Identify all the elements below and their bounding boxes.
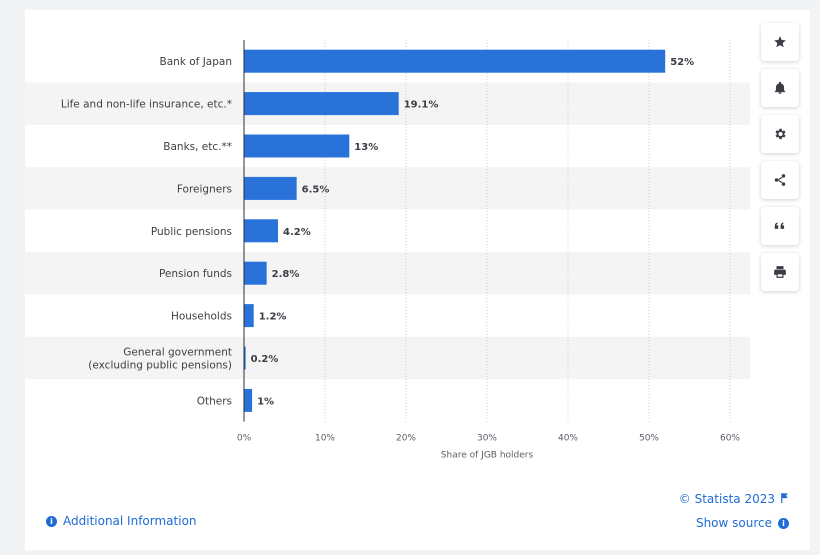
category-label: Foreigners — [177, 183, 232, 195]
x-axis-title: Share of JGB holders — [441, 451, 534, 461]
x-tick-label: 10% — [315, 434, 335, 444]
print-button[interactable] — [761, 253, 799, 291]
quote-icon — [774, 222, 785, 229]
x-tick-label: 60% — [720, 434, 740, 444]
value-label: 0.2% — [251, 354, 279, 365]
bar — [244, 261, 267, 285]
value-label: 4.2% — [283, 227, 311, 238]
value-label: 6.5% — [302, 184, 330, 195]
x-tick-label: 30% — [477, 434, 497, 444]
bell-icon — [774, 81, 786, 94]
star-icon — [774, 36, 786, 48]
bar — [244, 92, 399, 116]
printer-icon — [774, 266, 786, 278]
value-label: 1.2% — [259, 312, 287, 323]
category-label: Households — [171, 311, 232, 323]
category-label: Banks, etc.** — [163, 141, 232, 153]
copyright-label: © Statista 2023 — [678, 492, 775, 506]
notification-button[interactable] — [761, 69, 799, 107]
settings-button[interactable] — [761, 115, 799, 153]
category-label: Life and non-life insurance, etc.* — [61, 99, 232, 111]
chart-toolbar — [761, 23, 799, 299]
value-label: 52% — [670, 57, 694, 68]
bar — [244, 49, 666, 73]
row-band — [25, 336, 750, 380]
gear-icon — [775, 128, 786, 140]
share-button[interactable] — [761, 161, 799, 199]
chart-card: 52% Bank of Japan 19.1% Life and non-life i… — [25, 10, 810, 550]
info-icon: i — [778, 517, 789, 529]
bar — [244, 304, 254, 328]
category-label: Public pensions — [151, 226, 232, 238]
bar-chart: 52% Bank of Japan 19.1% Life and non-life i… — [25, 40, 750, 461]
category-label: Others — [197, 395, 232, 407]
additional-information-link[interactable]: i Additional Information — [46, 514, 197, 528]
row-band — [25, 167, 750, 210]
x-tick-label: 20% — [396, 434, 416, 444]
share-icon — [774, 174, 786, 186]
value-label: 2.8% — [272, 269, 300, 280]
show-source-link[interactable]: Show source i — [696, 516, 789, 530]
x-tick-label: 40% — [558, 434, 578, 444]
additional-information-label: Additional Information — [63, 514, 197, 528]
bar — [244, 176, 297, 200]
category-label: General government (excluding public pens… — [88, 347, 232, 372]
bar — [244, 219, 279, 243]
copyright-link[interactable]: © Statista 2023 — [679, 492, 789, 506]
x-tick-label: 0% — [237, 434, 252, 444]
row-band — [25, 252, 750, 295]
favorite-button[interactable] — [761, 23, 799, 61]
bar — [244, 388, 253, 412]
info-icon: i — [46, 515, 57, 527]
category-label: Pension funds — [159, 268, 232, 280]
value-label: 13% — [354, 142, 378, 153]
show-source-label: Show source — [695, 516, 772, 530]
bar — [244, 134, 350, 158]
x-tick-label: 50% — [639, 434, 659, 444]
category-label: Bank of Japan — [160, 56, 232, 68]
value-label: 1% — [257, 396, 274, 407]
flag-icon — [780, 492, 789, 506]
cite-button[interactable] — [761, 207, 799, 245]
bar — [244, 346, 246, 370]
value-label: 19.1% — [404, 100, 439, 111]
